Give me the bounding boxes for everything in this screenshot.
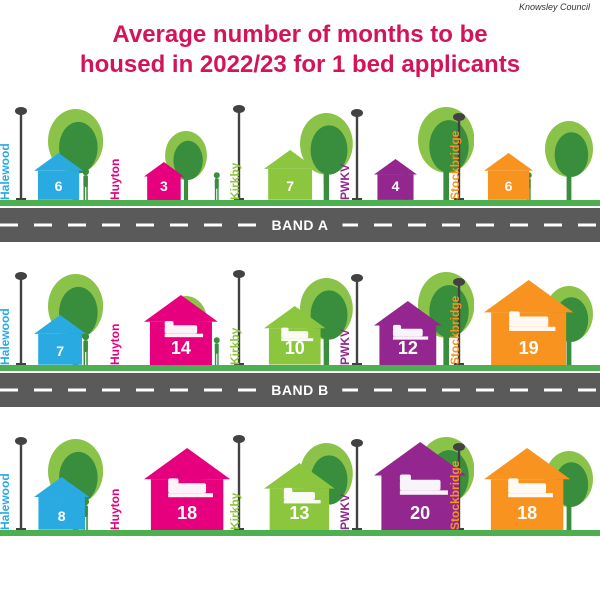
area-label: Halewood [0, 473, 12, 530]
house-icon: 3 [144, 162, 184, 200]
area-label: Halewood [0, 308, 12, 365]
area-label: Kirkby [228, 493, 242, 530]
house-value: 18 [484, 503, 570, 524]
house-icon: 6 [484, 153, 533, 200]
house-icon: 12 [374, 301, 442, 365]
house-value: 10 [264, 338, 326, 359]
road: BAND B [0, 371, 600, 409]
house-value: 13 [264, 503, 335, 524]
area-label: Huyton [108, 324, 122, 365]
streetlamp-icon [350, 272, 364, 371]
area-label: PWKV [338, 494, 352, 530]
house-icon: 6 [34, 153, 83, 200]
band-scene: Halewood 7 Huyton 14 Kirkby 10 PWKV [0, 259, 600, 371]
house-icon: 7 [264, 150, 316, 200]
band-block: Halewood 8Huyton 18Kirkby 13PWKV [0, 424, 600, 544]
house-icon: 18 [144, 448, 230, 530]
house-value: 8 [34, 508, 89, 524]
council-attribution: Knowsley Council [0, 0, 600, 12]
streetlamp-icon [14, 270, 28, 371]
house-value: 19 [484, 338, 573, 359]
house-icon: 18 [484, 448, 570, 530]
area-label: Kirkby [228, 328, 242, 365]
area-label: PWKV [338, 164, 352, 200]
house-value: 14 [144, 338, 218, 359]
streetlamp-icon [350, 437, 364, 536]
area-label: PWKV [338, 329, 352, 365]
bands-container: Halewood 6 Huyton 3 Kirkby 7 PWKV 4 Stockbri… [0, 94, 600, 544]
house-icon: 8 [34, 477, 89, 530]
ground-strip [0, 530, 600, 536]
area-label: Huyton [108, 159, 122, 200]
band-block: Halewood 6 Huyton 3 Kirkby 7 PWKV 4 Stockbri… [0, 94, 600, 249]
house-icon: 10 [264, 306, 326, 365]
band-scene: Halewood 8Huyton 18Kirkby 13PWKV [0, 424, 600, 536]
band-label: BAND A [258, 217, 343, 233]
house-icon: 4 [374, 159, 417, 200]
area-label: Kirkby [228, 163, 242, 200]
house-value: 6 [34, 178, 83, 194]
band-block: Halewood 7 Huyton 14 Kirkby 10 PWKV [0, 259, 600, 414]
tree-icon [545, 121, 593, 206]
band-label: BAND B [257, 382, 342, 398]
house-value: 18 [144, 503, 230, 524]
house-icon: 13 [264, 463, 335, 530]
house-icon: 19 [484, 280, 573, 365]
road: BAND A [0, 206, 600, 244]
house-value: 4 [374, 178, 417, 194]
house-value: 7 [264, 178, 316, 194]
area-label: Stockbridge [448, 131, 462, 200]
streetlamp-icon [350, 107, 364, 206]
title-line-2: housed in 2022/23 for 1 bed applicants [80, 51, 520, 78]
house-value: 12 [374, 338, 442, 359]
area-label: Stockbridge [448, 296, 462, 365]
band-scene: Halewood 6 Huyton 3 Kirkby 7 PWKV 4 Stockbri… [0, 94, 600, 206]
house-icon: 7 [34, 315, 86, 365]
house-value: 6 [484, 178, 533, 194]
streetlamp-icon [14, 435, 28, 536]
page-title: Average number of months to be housed in… [0, 12, 600, 94]
house-value: 3 [144, 178, 184, 194]
title-line-1: Average number of months to be [112, 21, 487, 48]
area-label: Stockbridge [448, 461, 462, 530]
house-value: 7 [34, 343, 86, 359]
area-label: Halewood [0, 143, 12, 200]
area-label: Huyton [108, 489, 122, 530]
streetlamp-icon [14, 105, 28, 206]
house-icon: 14 [144, 295, 218, 365]
